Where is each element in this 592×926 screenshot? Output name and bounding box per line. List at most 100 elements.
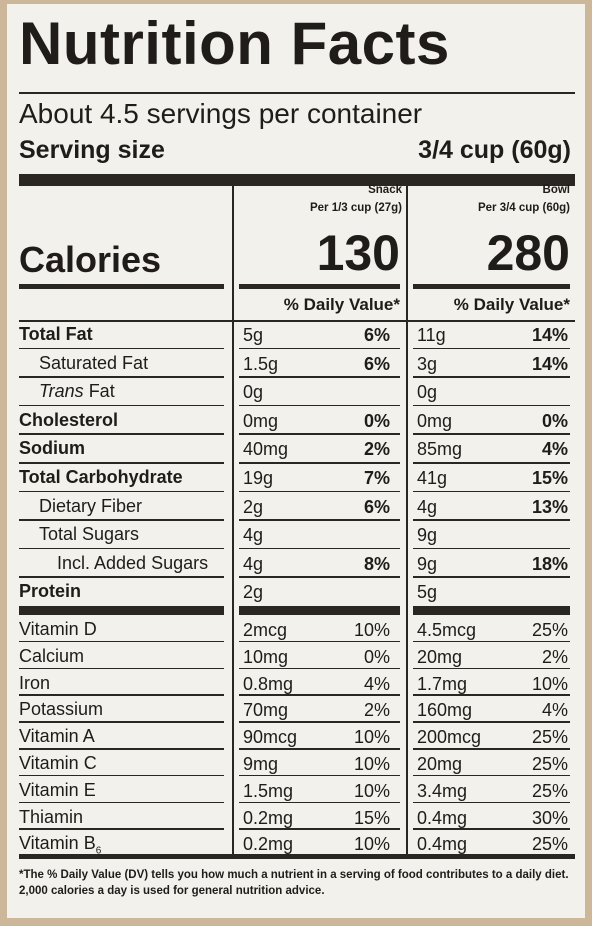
row-divider bbox=[239, 721, 400, 723]
nutrient-row: Total Fat 5g 6% 11g 14% bbox=[19, 320, 575, 349]
servings-per-container: About 4.5 servings per container bbox=[19, 98, 423, 129]
snack-dv-cell: 10% bbox=[353, 780, 390, 801]
row-divider bbox=[19, 828, 224, 830]
row-divider bbox=[413, 490, 570, 493]
row-divider bbox=[413, 667, 570, 670]
row-divider bbox=[19, 748, 224, 750]
row-divider bbox=[19, 667, 224, 670]
calories-label: Calories bbox=[19, 239, 162, 280]
bowl-dv-cell: 25% bbox=[531, 620, 568, 640]
snack-calories-rule bbox=[239, 284, 400, 289]
row-divider bbox=[239, 801, 400, 804]
bowl-amt-cell: 0mg bbox=[417, 410, 453, 431]
nutrient-name-text: Potassium bbox=[19, 699, 104, 720]
snack-amt-cell: 10mg bbox=[243, 646, 289, 667]
nutrient-name-subscript: 6 bbox=[95, 845, 102, 857]
bowl-dv-cell: 14% bbox=[531, 353, 568, 374]
nutrient-row: Incl. Added Sugars 4g 8% 9g 18% bbox=[19, 549, 575, 578]
bowl-dv-cell: 15% bbox=[531, 468, 568, 488]
row-divider bbox=[239, 694, 400, 696]
nutrient-name-text: Fat bbox=[83, 381, 115, 402]
nutrient-name: Total Sugars bbox=[39, 524, 139, 545]
bowl-column-name: Bowl bbox=[542, 184, 570, 196]
nutrient-name: Protein bbox=[19, 581, 81, 602]
nutrient-name-text: Protein bbox=[19, 581, 82, 602]
nutrient-name: Thiamin bbox=[19, 807, 83, 828]
row-divider bbox=[239, 547, 400, 550]
vitamin-row: Calcium 10mg 0% 20mg 2% bbox=[19, 642, 575, 671]
nutrient-name: Potassium bbox=[19, 699, 103, 720]
bowl-dv-cell: 10% bbox=[531, 673, 568, 694]
snack-dv-cell: 10% bbox=[353, 620, 390, 640]
row-divider bbox=[19, 347, 224, 350]
snack-dv-cell: 6% bbox=[363, 496, 390, 517]
bowl-amt-cell: 1.7mg bbox=[417, 673, 468, 694]
nutrient-name-text: Vitamin D bbox=[19, 619, 97, 639]
snack-macros-rule bbox=[239, 606, 400, 615]
nutrient-name-text: Total Carbohydrate bbox=[19, 467, 183, 487]
nutrient-name-text: Incl. Added Sugars bbox=[57, 552, 209, 573]
nutrient-name: Total Carbohydrate bbox=[19, 467, 183, 488]
nutrient-name-text: Saturated Fat bbox=[39, 352, 149, 373]
nutrient-name-text: Cholesterol bbox=[19, 409, 119, 430]
row-divider bbox=[413, 640, 570, 643]
row-divider bbox=[413, 828, 570, 830]
bowl-dv-cell: 14% bbox=[531, 325, 568, 345]
row-divider bbox=[19, 433, 224, 435]
nutrient-name: Vitamin A bbox=[19, 726, 95, 747]
serving-size-row: Serving size 3/4 cup (60g) bbox=[19, 138, 571, 163]
snack-dv-cell: 10% bbox=[353, 754, 390, 774]
snack-serving: Per 1/3 cup (27g) bbox=[309, 201, 402, 214]
bowl-amt-cell: 0.4mg bbox=[417, 834, 468, 855]
snack-dv-cell: 10% bbox=[353, 727, 390, 748]
vitamin-row: Vitamin E 1.5mg 10% 3.4mg 25% bbox=[19, 776, 575, 805]
row-divider bbox=[413, 774, 570, 777]
nutrient-name: Vitamin B6 bbox=[19, 833, 101, 857]
row-divider bbox=[19, 376, 224, 378]
snack-amt-cell: 1.5g bbox=[243, 353, 279, 374]
row-divider bbox=[413, 404, 570, 407]
nutrient-row: Total Carbohydrate 19g 7% 41g 15% bbox=[19, 463, 575, 492]
snack-amt-cell: 2mcg bbox=[243, 620, 288, 640]
snack-amt-cell: 0mg bbox=[243, 410, 279, 431]
nutrient-name-text: Vitamin A bbox=[19, 726, 95, 747]
snack-dv-cell: 6% bbox=[363, 353, 390, 374]
row-divider bbox=[239, 462, 400, 464]
snack-dv-cell: 0% bbox=[363, 410, 390, 431]
snack-amt-cell: 0.8mg bbox=[243, 673, 294, 694]
snack-amt-cell: 40mg bbox=[243, 439, 289, 460]
snack-amt-cell: 1.5mg bbox=[243, 780, 294, 801]
row-divider bbox=[413, 721, 570, 723]
row-divider bbox=[19, 694, 224, 696]
snack-calories: 130 bbox=[316, 225, 400, 281]
nutrient-row: Total Sugars 4g 9g bbox=[19, 520, 575, 549]
row-divider bbox=[413, 748, 570, 750]
row-divider bbox=[413, 694, 570, 696]
snack-amt-cell: 2g bbox=[243, 496, 264, 517]
nutrient-name-text: Iron bbox=[19, 672, 51, 693]
nutrient-name-italic: Trans bbox=[39, 381, 84, 402]
snack-amt-cell: 90mcg bbox=[243, 727, 298, 748]
bowl-dv-cell: 2% bbox=[541, 646, 568, 667]
nutrient-row: Dietary Fiber 2g 6% 4g 13% bbox=[19, 492, 575, 521]
snack-column-header: Snack Per 1/3 cup (27g) bbox=[239, 182, 402, 218]
serving-size-label: Serving size bbox=[19, 136, 165, 164]
bowl-amt-cell: 9g bbox=[417, 553, 438, 574]
bowl-dv-cell: 30% bbox=[531, 807, 568, 828]
row-divider bbox=[413, 519, 570, 521]
bowl-dv-cell: 25% bbox=[531, 780, 568, 801]
row-divider bbox=[19, 576, 224, 578]
nutrient-name-text: Total Fat bbox=[19, 324, 93, 344]
row-divider bbox=[239, 404, 400, 407]
bowl-amt-cell: 0.4mg bbox=[417, 807, 468, 828]
bowl-amt-cell: 9g bbox=[417, 525, 438, 546]
nutrient-name-text: Vitamin B bbox=[19, 833, 96, 854]
nutrient-name-text: Vitamin C bbox=[19, 753, 97, 773]
row-divider bbox=[239, 347, 400, 350]
vitamin-row: Vitamin C 9mg 10% 20mg 25% bbox=[19, 749, 575, 778]
bowl-dv-cell: 0% bbox=[541, 410, 568, 431]
snack-dv-header: % Daily Value* bbox=[283, 295, 400, 314]
bowl-column-header: Bowl Per 3/4 cup (60g) bbox=[413, 182, 570, 218]
bowl-amt-cell: 20mg bbox=[417, 754, 463, 774]
title-rule bbox=[19, 92, 575, 94]
